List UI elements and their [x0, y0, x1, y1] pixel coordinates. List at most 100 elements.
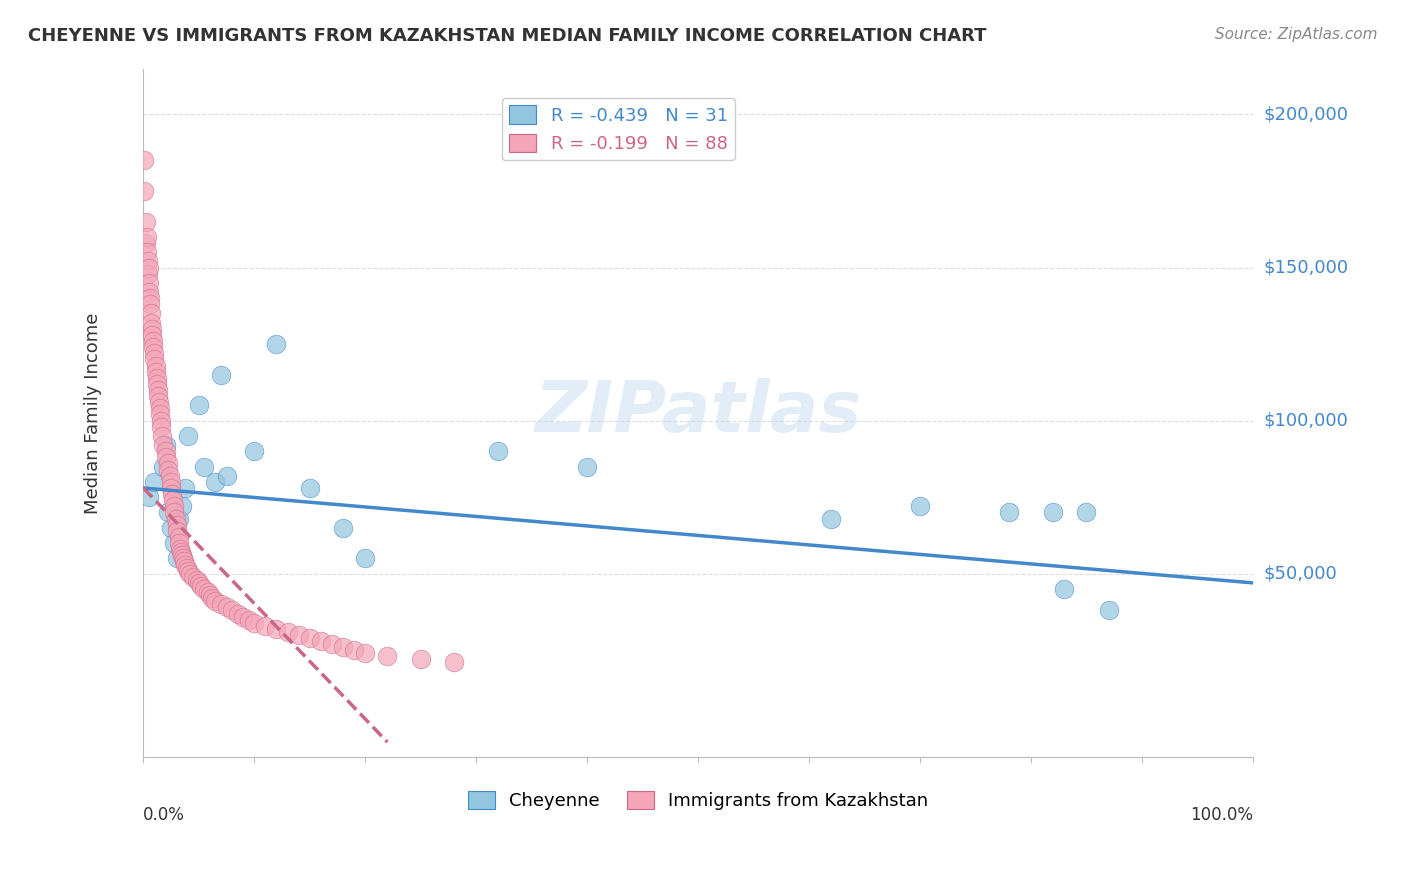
Point — [135, 235, 157, 250]
Text: $200,000: $200,000 — [1264, 105, 1348, 123]
Point — [150, 414, 173, 428]
Point — [145, 365, 167, 379]
Point — [215, 468, 238, 483]
Text: CHEYENNE VS IMMIGRANTS FROM KAZAKHSTAN MEDIAN FAMILY INCOME CORRELATION CHART: CHEYENNE VS IMMIGRANTS FROM KAZAKHSTAN M… — [28, 27, 987, 45]
Point — [173, 554, 195, 568]
Point — [172, 551, 194, 566]
Text: $50,000: $50,000 — [1264, 565, 1337, 582]
Point — [135, 230, 157, 244]
Point — [145, 370, 167, 384]
Text: 100.0%: 100.0% — [1189, 805, 1253, 823]
Text: $150,000: $150,000 — [1264, 259, 1348, 277]
Point — [209, 597, 232, 611]
Point — [1076, 506, 1098, 520]
Point — [134, 153, 156, 168]
Text: $100,000: $100,000 — [1264, 411, 1348, 430]
Point — [138, 490, 160, 504]
Point — [135, 214, 157, 228]
Point — [152, 459, 174, 474]
Point — [136, 267, 159, 281]
Point — [1053, 582, 1076, 596]
Point — [997, 506, 1019, 520]
Point — [298, 631, 321, 645]
Point — [238, 613, 260, 627]
Point — [169, 542, 191, 557]
Point — [254, 619, 277, 633]
Point — [193, 459, 215, 474]
Point — [176, 560, 198, 574]
Point — [343, 643, 366, 657]
Point — [149, 408, 172, 422]
Point — [162, 493, 184, 508]
Point — [155, 450, 177, 465]
Point — [170, 545, 193, 559]
Point — [150, 419, 173, 434]
Point — [486, 444, 509, 458]
Point — [298, 481, 321, 495]
Point — [232, 609, 254, 624]
Point — [321, 637, 343, 651]
Point — [215, 600, 238, 615]
Text: 0.0%: 0.0% — [143, 805, 186, 823]
Point — [409, 652, 432, 666]
Point — [209, 368, 232, 382]
Point — [139, 297, 162, 311]
Point — [143, 475, 166, 489]
Point — [198, 588, 221, 602]
Point — [155, 438, 177, 452]
Point — [145, 376, 167, 391]
Point — [177, 564, 200, 578]
Point — [172, 500, 194, 514]
Point — [160, 481, 183, 495]
Point — [165, 511, 187, 525]
Point — [166, 524, 188, 538]
Point — [181, 570, 204, 584]
Point — [179, 566, 201, 581]
Point — [226, 607, 249, 621]
Point — [146, 389, 169, 403]
Point — [159, 468, 181, 483]
Point — [149, 401, 172, 416]
Point — [1042, 506, 1064, 520]
Point — [160, 475, 183, 489]
Point — [135, 245, 157, 260]
Point — [177, 429, 200, 443]
Point — [138, 285, 160, 299]
Point — [266, 622, 288, 636]
Point — [155, 444, 177, 458]
Point — [186, 573, 208, 587]
Point — [193, 582, 215, 596]
Point — [160, 487, 183, 501]
Point — [156, 462, 179, 476]
Point — [167, 511, 190, 525]
Point — [145, 359, 167, 373]
Point — [309, 634, 332, 648]
Point — [167, 536, 190, 550]
Point — [139, 306, 162, 320]
Point — [139, 316, 162, 330]
Point — [820, 511, 842, 525]
Point — [139, 291, 162, 305]
Point — [167, 530, 190, 544]
Point — [142, 340, 165, 354]
Point — [141, 327, 163, 342]
Point — [187, 575, 209, 590]
Text: Median Family Income: Median Family Income — [84, 312, 103, 514]
Point — [134, 184, 156, 198]
Point — [332, 521, 354, 535]
Point — [142, 334, 165, 348]
Point — [146, 383, 169, 397]
Point — [443, 656, 465, 670]
Legend: R = -0.439   N = 31, R = -0.199   N = 88: R = -0.439 N = 31, R = -0.199 N = 88 — [502, 98, 735, 161]
Point — [156, 506, 179, 520]
Text: Source: ZipAtlas.com: Source: ZipAtlas.com — [1215, 27, 1378, 42]
Point — [152, 438, 174, 452]
Point — [243, 615, 266, 630]
Point — [204, 594, 226, 608]
Point — [221, 603, 243, 617]
Point — [243, 444, 266, 458]
Point — [172, 549, 194, 563]
Point — [332, 640, 354, 655]
Text: ZIPatlas: ZIPatlas — [534, 378, 862, 448]
Point — [136, 254, 159, 268]
